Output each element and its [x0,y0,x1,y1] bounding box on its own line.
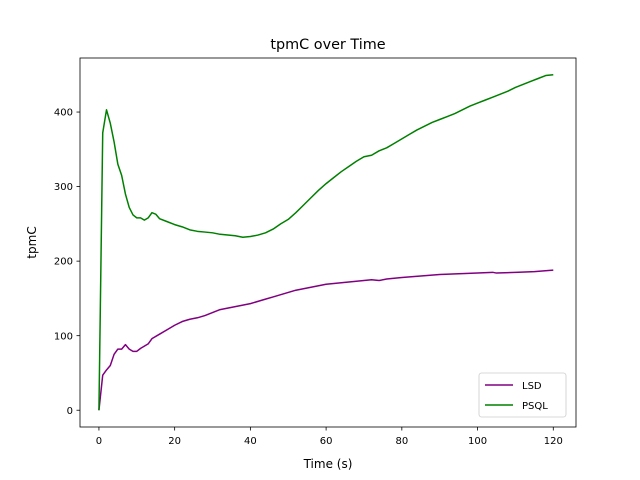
plot-frame [79,57,577,428]
x-tick-label: 80 [395,436,408,447]
legend-label-psql: PSQL [522,401,548,412]
chart-title: tpmC over Time [270,37,385,53]
x-tick-label: 120 [544,436,563,447]
x-tick-label: 100 [468,436,487,447]
y-tick-label: 300 [54,182,73,193]
series-line-lsd [98,269,554,411]
y-tick-label: 200 [54,257,73,268]
x-tick-label: 20 [168,436,181,447]
legend: LSD PSQL [478,372,567,418]
legend-label-lsd: LSD [522,381,542,392]
x-axis-label: Time (s) [303,457,353,471]
y-axis: 0 100 200 300 400 [54,108,80,417]
x-tick-label: 40 [244,436,257,447]
y-axis-label: tpmC [25,226,39,258]
series-layer [98,74,554,411]
x-axis: 0 20 40 60 80 100 120 [96,427,563,447]
legend-box [478,372,567,418]
y-tick-label: 400 [54,108,73,119]
x-tick-label: 0 [96,436,102,447]
y-tick-label: 0 [67,406,73,417]
y-tick-label: 100 [54,331,73,342]
x-tick-label: 60 [320,436,333,447]
series-line-psql [98,74,554,411]
